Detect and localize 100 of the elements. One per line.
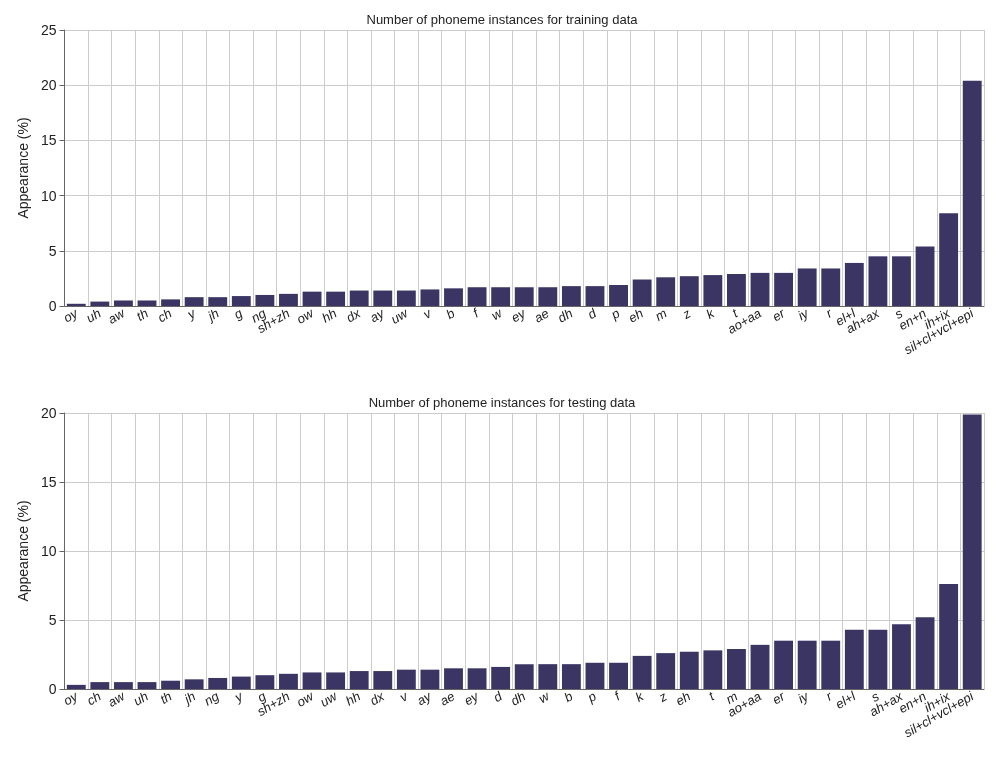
y-tick-label: 0	[48, 681, 57, 697]
bar	[349, 671, 369, 689]
bar	[892, 624, 911, 689]
bar	[561, 664, 581, 689]
x-tick-label: z	[655, 688, 670, 706]
bar	[279, 293, 298, 306]
bar	[609, 662, 628, 689]
bar	[750, 272, 770, 306]
x-tick-label: ow	[293, 687, 318, 710]
bar	[279, 673, 298, 689]
bar	[703, 275, 723, 306]
y-tick-label: 10	[40, 187, 57, 204]
x-tick-label: ch	[154, 305, 175, 326]
bar	[113, 682, 133, 689]
bar	[444, 668, 463, 689]
x-tick-label: ey	[508, 304, 530, 326]
x-tick-label: ae	[531, 305, 552, 326]
bar	[774, 272, 794, 306]
y-axis-title: Appearance (%)	[15, 117, 31, 219]
bar	[632, 655, 652, 689]
y-tick-label: 25	[40, 22, 57, 38]
bar	[161, 299, 180, 306]
x-tick-label: dh	[555, 305, 576, 326]
x-tick-label: f	[611, 687, 624, 704]
bar	[679, 276, 699, 306]
x-tick-label: ey	[461, 687, 483, 709]
bar	[467, 668, 487, 689]
x-tick-label: v	[420, 304, 435, 322]
bar	[915, 246, 935, 306]
x-tick-label: uh	[130, 688, 151, 709]
x-tick-label: er	[769, 688, 788, 708]
y-axis-title: Appearance (%)	[15, 500, 31, 602]
x-tick-label: hh	[319, 305, 340, 326]
bar	[137, 682, 157, 689]
bar	[326, 291, 346, 306]
x-tick-label: y	[183, 304, 200, 323]
x-tick-label: dx	[367, 688, 387, 709]
bar	[538, 287, 558, 306]
bar	[208, 297, 228, 306]
bar	[184, 297, 204, 306]
x-tick-label: uw	[317, 687, 341, 710]
x-tick-label: jh	[179, 688, 198, 708]
bar	[727, 648, 746, 689]
x-tick-label: oy	[60, 687, 82, 709]
y-tick-label: 20	[40, 77, 57, 94]
bar	[255, 675, 275, 689]
bar	[821, 640, 841, 689]
chart-title: Number of phoneme instances for training data	[366, 12, 639, 27]
y-tick-label: 5	[48, 242, 57, 259]
bar	[302, 672, 322, 689]
x-tick-label: ay	[414, 687, 435, 709]
x-tick-label: iy	[795, 687, 813, 707]
bar	[326, 672, 346, 689]
bar	[208, 677, 228, 689]
bar	[656, 277, 676, 306]
x-tick-label: dh	[507, 688, 528, 709]
bar	[844, 629, 864, 689]
x-tick-label: f	[470, 304, 483, 321]
x-tick-label: ng	[201, 688, 223, 709]
bar	[231, 296, 251, 306]
x-tick-label: p	[607, 305, 623, 323]
x-tick-label: b	[561, 688, 576, 706]
bar	[915, 617, 935, 689]
bar	[939, 584, 959, 689]
x-tick-label: oy	[60, 304, 82, 326]
bar	[727, 273, 746, 306]
x-tick-label: t	[705, 687, 718, 704]
x-tick-label: aw	[105, 304, 129, 327]
bar	[868, 629, 888, 689]
x-tick-label: w	[535, 687, 553, 707]
x-tick-label: ae	[437, 688, 458, 709]
x-tick-label: ow	[293, 304, 318, 327]
x-tick-label: eh	[625, 305, 646, 326]
x-tick-label: th	[133, 305, 151, 324]
bar	[491, 666, 511, 689]
bar	[66, 303, 86, 306]
bar	[373, 290, 393, 306]
bar	[703, 650, 723, 689]
bar	[656, 653, 676, 689]
bar	[467, 287, 487, 306]
bar	[349, 290, 369, 306]
x-tick-label: ay	[367, 304, 388, 326]
bar	[113, 300, 133, 306]
x-tick-label: er	[769, 305, 788, 325]
x-tick-label: uw	[388, 304, 412, 327]
x-tick-label: uh	[83, 305, 104, 326]
bar	[231, 676, 251, 689]
x-tick-label: ch	[84, 688, 104, 709]
bar	[939, 213, 959, 306]
bar	[491, 287, 511, 306]
x-tick-label: th	[157, 688, 175, 707]
bar	[585, 286, 605, 306]
x-tick-label: m	[652, 305, 670, 324]
x-tick-label: k	[703, 304, 718, 322]
bar	[184, 679, 204, 689]
bar	[774, 640, 794, 689]
y-tick-label: 0	[48, 298, 57, 314]
x-tick-label: k	[632, 687, 648, 705]
y-tick-label: 20	[40, 405, 57, 421]
x-tick-label: g	[231, 305, 246, 323]
